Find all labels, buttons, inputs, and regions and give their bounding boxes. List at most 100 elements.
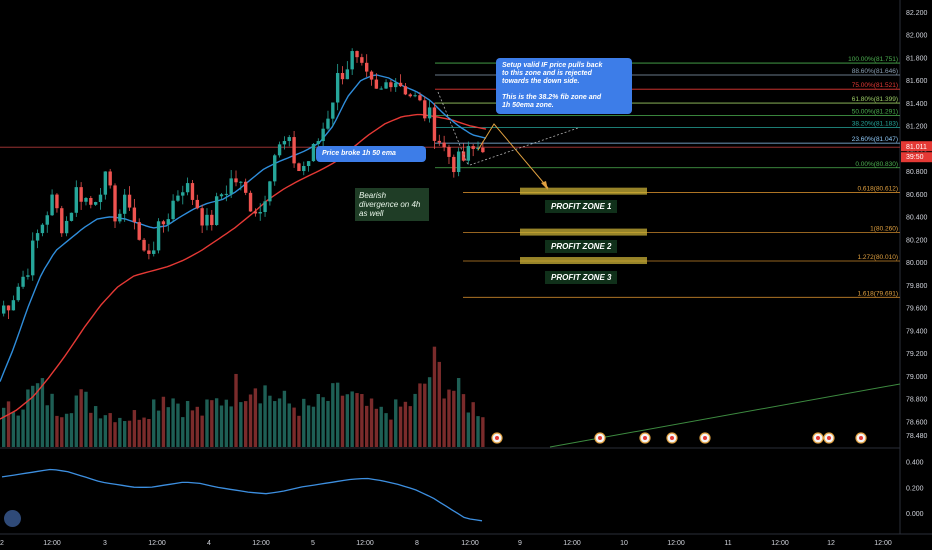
candle-body — [423, 100, 427, 119]
volume-bar — [350, 391, 354, 447]
volume-bar — [26, 389, 30, 447]
volume-bar — [21, 409, 25, 447]
candle-body — [64, 220, 69, 234]
time-tick-14: 11 — [724, 540, 731, 547]
volume-bar — [6, 401, 11, 447]
volume-bar — [427, 377, 432, 447]
volume-bar — [113, 422, 117, 447]
candle-body — [84, 197, 88, 202]
candle-body — [147, 250, 151, 254]
fib-level-label-7: 0.00%(80.830) — [855, 161, 898, 168]
volume-bar — [268, 395, 272, 447]
volume-bar — [292, 407, 296, 447]
volume-bar — [365, 405, 369, 447]
countdown-tag — [901, 152, 932, 163]
candle-body — [219, 194, 224, 197]
long-trendline — [549, 383, 901, 448]
volume-bar — [190, 410, 195, 447]
ema-break-note[interactable]: Price broke 1h 50 ema — [316, 146, 426, 162]
volume-bar — [302, 398, 306, 447]
candle-body — [326, 118, 330, 129]
candle-body — [456, 151, 461, 173]
candle-body — [369, 71, 374, 80]
volume-bar — [31, 385, 35, 447]
profit-zone-3-bar — [520, 257, 647, 265]
extension-label-3: 1.618(79.691) — [858, 290, 898, 297]
candle-body — [442, 142, 446, 147]
divergence-note[interactable]: Bearish divergence on 4h as well — [355, 188, 429, 221]
volume-bar — [413, 393, 417, 447]
logo-icon[interactable] — [4, 510, 21, 527]
price-tick-10: 80.200 — [906, 237, 928, 244]
volume-bar — [408, 406, 412, 447]
volume-bar — [355, 393, 359, 447]
volume-bar — [442, 398, 446, 447]
volume-bar — [331, 383, 335, 447]
event-marker-dot — [495, 436, 499, 440]
candle-body — [466, 146, 471, 161]
candle-body — [26, 275, 30, 277]
candle-body — [224, 193, 229, 195]
event-marker-dot — [670, 436, 674, 440]
setup-note[interactable]: Setup valid IF price pulls back to this … — [496, 58, 632, 114]
osc-tick-2: 0.000 — [906, 511, 924, 518]
event-marker-dot — [703, 436, 707, 440]
candle-body — [248, 192, 253, 212]
candle-body — [16, 286, 20, 301]
candle-body — [268, 181, 272, 202]
volume-bar — [476, 416, 480, 447]
candle-body — [398, 82, 403, 87]
volume-bar — [137, 419, 141, 447]
volume-bar — [461, 394, 466, 447]
candle-body — [263, 201, 267, 213]
event-marker-dot — [859, 436, 863, 440]
price-tick-2: 81.800 — [906, 55, 928, 62]
volume-bar — [311, 406, 316, 447]
candle-body — [98, 194, 103, 203]
osc-tick-1: 0.200 — [906, 485, 924, 492]
extension-label-0: 0.618(80.612) — [858, 186, 898, 193]
candle-body — [389, 82, 393, 88]
volume-bar — [74, 395, 78, 447]
volume-bar — [253, 388, 258, 447]
candle-body — [171, 200, 175, 220]
price-tick-11: 80.000 — [906, 260, 928, 267]
time-tick-7: 12:00 — [356, 540, 374, 547]
volume-bar — [132, 410, 137, 447]
event-marker-dot — [643, 436, 647, 440]
price-tick-0: 82.200 — [906, 10, 928, 17]
price-tick-14: 79.400 — [906, 328, 928, 335]
time-tick-16: 12 — [827, 540, 835, 547]
candle-body — [11, 300, 16, 311]
candle-body — [229, 178, 233, 194]
candle-body — [89, 197, 93, 205]
time-tick-5: 12:00 — [252, 540, 270, 547]
volume-bar — [403, 401, 408, 447]
candle-body — [210, 214, 214, 226]
price-tick-5: 81.200 — [906, 124, 928, 131]
arrow-head — [541, 181, 548, 190]
price-tick-9: 80.400 — [906, 215, 928, 222]
volume-bar — [432, 346, 437, 447]
current-price-value: 81.011 — [906, 144, 927, 151]
candle-body — [471, 146, 475, 149]
profit-zone-3-label: PROFIT ZONE 3 — [545, 271, 618, 284]
candle-body — [418, 95, 422, 101]
time-tick-15: 12:00 — [771, 540, 789, 547]
volume-bar — [127, 420, 132, 447]
candle-body — [74, 187, 78, 213]
volume-bar — [384, 413, 388, 447]
volume-bar — [316, 394, 320, 447]
candle-body — [273, 155, 277, 182]
volume-bar — [89, 412, 93, 447]
projection-path — [477, 123, 549, 189]
candle-body — [118, 213, 122, 222]
profit-zone-1-bar — [520, 187, 647, 195]
event-marker-dot — [816, 436, 820, 440]
fib-level-label-2: 75.00%(81.521) — [852, 82, 898, 89]
candle-body — [93, 202, 98, 205]
candle-body — [108, 171, 112, 186]
volume-bar — [205, 399, 209, 447]
time-tick-17: 12:00 — [874, 540, 892, 547]
